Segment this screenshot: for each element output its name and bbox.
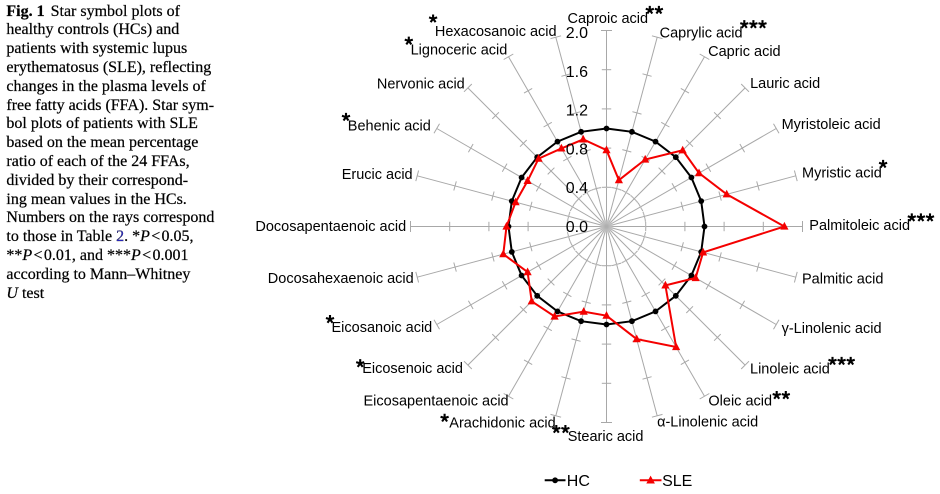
svg-text:Palmitoleic acid: Palmitoleic acid [809, 218, 910, 234]
svg-text:Linoleic acid: Linoleic acid [750, 362, 830, 378]
svg-text:0.4: 0.4 [566, 180, 588, 197]
svg-text:Nervonic acid: Nervonic acid [377, 77, 465, 93]
svg-text:1.2: 1.2 [566, 103, 588, 120]
svg-text:Oleic acid: Oleic acid [708, 393, 772, 409]
svg-text:Eicosapentaenoic acid: Eicosapentaenoic acid [364, 393, 509, 409]
svg-text:0.8: 0.8 [566, 141, 588, 158]
svg-text:Docosapentaenoic acid: Docosapentaenoic acid [255, 219, 406, 235]
svg-text:Caprylic acid: Caprylic acid [660, 26, 743, 42]
svg-text:Eicosenoic acid: Eicosenoic acid [362, 361, 463, 377]
svg-text:Lignoceric acid: Lignoceric acid [411, 43, 508, 59]
svg-text:HC: HC [567, 473, 590, 490]
svg-text:SLE: SLE [662, 473, 692, 490]
svg-text:γ-Linolenic acid: γ-Linolenic acid [782, 321, 882, 337]
svg-text:Caproic acid: Caproic acid [568, 11, 649, 27]
svg-text:Myristic acid: Myristic acid [802, 166, 882, 182]
svg-text:Lauric acid: Lauric acid [750, 76, 820, 92]
svg-text:Myristoleic acid: Myristoleic acid [782, 117, 881, 133]
svg-text:Erucic acid: Erucic acid [342, 167, 413, 183]
svg-text:Palmitic acid: Palmitic acid [802, 272, 883, 288]
svg-text:α-Linolenic acid: α-Linolenic acid [657, 415, 758, 431]
svg-text:Capric acid: Capric acid [708, 44, 781, 60]
svg-text:Hexacosanoic acid: Hexacosanoic acid [435, 24, 557, 40]
svg-text:Stearic acid: Stearic acid [568, 429, 644, 445]
svg-text:Behenic acid: Behenic acid [348, 118, 431, 134]
svg-text:1.6: 1.6 [566, 64, 588, 81]
svg-text:2.0: 2.0 [566, 25, 588, 42]
svg-text:Docosahexaenoic acid: Docosahexaenoic acid [268, 271, 414, 287]
svg-text:Arachidonic acid: Arachidonic acid [449, 415, 555, 431]
svg-text:0.0: 0.0 [566, 219, 588, 236]
svg-text:Eicosanoic acid: Eicosanoic acid [332, 320, 433, 336]
